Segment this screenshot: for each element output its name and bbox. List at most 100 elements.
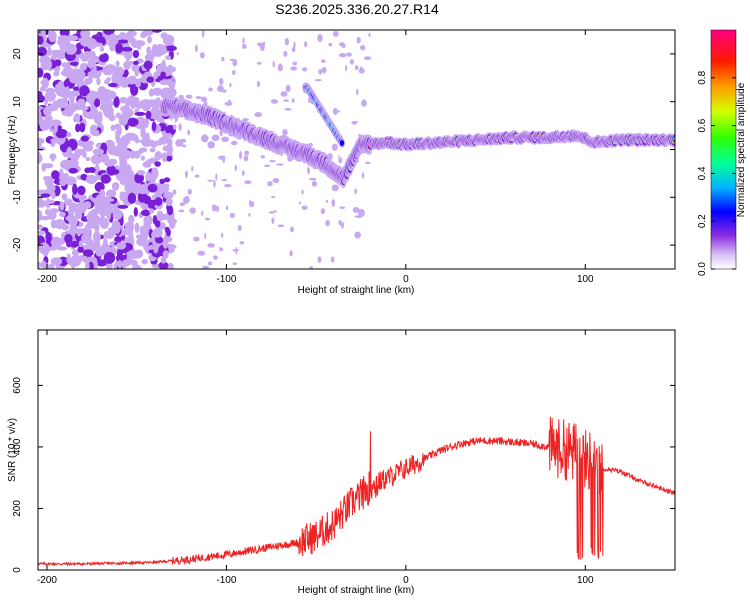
spectrogram-noise-cell [152, 140, 164, 146]
spectrogram-noise-cell [117, 259, 123, 269]
spectrogram-noise-cell [309, 266, 313, 269]
spectrogram-noise-cell [293, 41, 296, 49]
spectrogram-noise-cell [237, 225, 242, 232]
spectrogram-noise-cell [154, 161, 161, 167]
spectrogram-noise-cell [163, 184, 169, 194]
spectrogram-noise-cell [91, 197, 102, 203]
colorbar-ticks: 0.0 0.2 0.4 0.6 0.8 [697, 70, 736, 276]
spectrogram-noise-cell [356, 88, 359, 96]
spectrogram-noise-cell [185, 94, 193, 99]
spectrogram-noise-cell [121, 259, 131, 267]
spectrogram-noise-cell [140, 155, 146, 161]
spectrogram-noise-cell [181, 243, 189, 247]
spectrogram-noise-cell [85, 174, 98, 185]
spectrogram-noise-cell [359, 95, 364, 101]
spectrogram-noise-cell [40, 30, 46, 39]
spectrogram-noise-cell [338, 53, 347, 58]
spectrogram-noise-cell [152, 170, 159, 177]
spectrogram-noise-cell [235, 246, 238, 255]
spectrogram-noise-cell [50, 138, 58, 144]
spectrogram-noise-cell [291, 46, 296, 52]
spectrogram-xtick-label: 0 [403, 274, 409, 285]
spectrogram-noise-cell [59, 142, 69, 153]
spectrogram-noise-cell [134, 136, 140, 144]
spectrogram-noise-cell [172, 124, 177, 130]
spectrogram-noise-cell [365, 198, 368, 205]
spectrogram-noise-cell [110, 66, 119, 74]
spectrogram-noise-cell [143, 195, 152, 205]
spectrogram-xlabel: Height of straight line (km) [298, 285, 415, 296]
spectrogram-noise-cell [313, 56, 318, 59]
spectrogram-noise-cell [126, 112, 132, 119]
spectrogram-noise-cell [176, 142, 181, 147]
spectrogram-noise-cell [68, 167, 78, 174]
spectrogram-noise-cell [366, 203, 373, 208]
spectrogram-noise-cell [159, 178, 165, 185]
spectrogram-noise-cell [92, 148, 105, 155]
spectrogram-noise-cell [51, 170, 60, 180]
spectrogram-noise-cell [113, 147, 123, 157]
spectrogram-noise-cell [354, 188, 358, 195]
spectrogram-noise-cell [248, 265, 253, 269]
spectrogram-noise-cell [321, 66, 327, 74]
spectrogram-noise-cell [38, 94, 45, 103]
snr-ytick-label: 200 [12, 500, 23, 517]
spectrogram-noise-cell [72, 183, 78, 196]
spectrogram-noise-cell [230, 140, 238, 146]
snr-xlabel: Height of straight line (km) [298, 585, 415, 596]
spectrogram-ytick-label: 20 [12, 48, 23, 60]
spectrogram-noise-cell [136, 238, 145, 246]
spectrogram-noise-cell [200, 134, 209, 143]
spectrogram-noise-cell [269, 160, 276, 163]
spectrogram-noise-cell [143, 60, 153, 70]
spectrogram-noise-cell [134, 111, 146, 117]
spectrogram-noise-cell [153, 243, 159, 254]
spectrogram-noise-cell [334, 110, 341, 113]
spectrogram-ytick-label: -20 [12, 237, 23, 252]
spectrogram-noise-cell [50, 49, 62, 56]
spectrogram-noise-cell [291, 98, 295, 103]
spectrogram-noise-cell [68, 202, 79, 214]
spectrogram-noise-cell [47, 46, 52, 57]
spectrogram-noise-cell [160, 256, 167, 264]
spectrogram-noise-cell [85, 261, 90, 269]
spectrogram-noise-cell [354, 65, 359, 71]
spectrogram-noise-cell [164, 45, 177, 52]
spectrogram-noise-cell [194, 174, 200, 178]
spectrogram-noise-cell [104, 161, 116, 167]
spectrogram-noise-cell [224, 101, 233, 106]
spectrogram-noise-cell [121, 47, 133, 52]
spectrogram-noise-cell [161, 152, 168, 163]
spectrogram-noise-cell [216, 205, 220, 213]
spectrogram-noise-cell [41, 77, 49, 89]
spectrogram-noise-cell [256, 42, 265, 47]
spectrogram-noise-cell [135, 234, 142, 239]
spectrogram-noise-cell [181, 144, 187, 148]
spectrogram-noise-cell [268, 211, 275, 214]
spectrogram-noise-cell [38, 230, 46, 235]
spectrogram-noise-cell [129, 96, 140, 105]
colorbar: 0.0 0.2 0.4 0.6 0.8 Normalized spectral ampl… [697, 29, 747, 276]
spectrogram-noise-cell [87, 241, 95, 250]
spectrogram-noise-cell [208, 87, 213, 92]
spectrogram-noise-cell [103, 230, 115, 239]
spectrogram-noise-cell [349, 59, 355, 65]
spectrogram-ridge-core [672, 136, 675, 141]
spectrogram-xtick-label: -100 [216, 274, 236, 285]
snr-xtick-label: -100 [216, 575, 236, 586]
spectrogram-noise-cell [70, 254, 82, 267]
spectrogram-xtick-label: -200 [37, 274, 57, 285]
spectrogram-noise-cell [164, 132, 173, 138]
spectrogram-noise-cell [148, 208, 155, 214]
spectrogram-branch-core [339, 139, 345, 146]
spectrogram-noise-cell [80, 30, 91, 39]
spectrogram-noise-cell [165, 155, 173, 162]
spectrogram-noise-cell [40, 193, 51, 198]
spectrogram-noise-cell [221, 136, 230, 143]
spectrogram-noise-cell [222, 155, 226, 163]
spectrogram-noise-cell [78, 240, 83, 248]
spectrogram-noise-cell [184, 195, 190, 204]
spectrogram-noise-cell [289, 250, 293, 257]
spectrogram-noise-cell [303, 230, 312, 238]
